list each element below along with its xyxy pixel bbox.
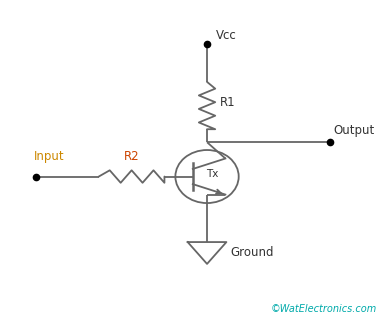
Text: Tx: Tx [206, 169, 219, 179]
Text: Ground: Ground [230, 246, 274, 259]
Text: ©WatElectronics.com: ©WatElectronics.com [270, 304, 376, 314]
Text: Vcc: Vcc [217, 29, 237, 42]
Text: Output: Output [334, 124, 375, 136]
Text: R2: R2 [124, 150, 139, 162]
Text: Input: Input [34, 150, 64, 163]
Text: R1: R1 [220, 96, 236, 109]
